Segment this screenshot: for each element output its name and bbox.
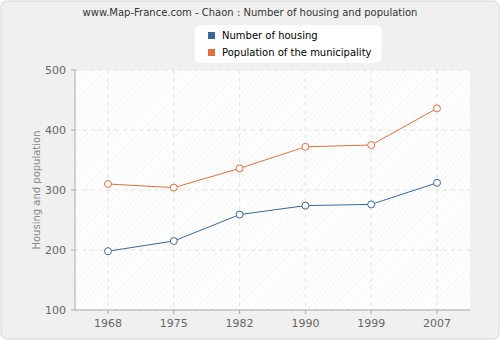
tick-label: 500 xyxy=(45,64,66,77)
legend: Number of housing Population of the munic… xyxy=(195,25,381,63)
tick-label: 1999 xyxy=(357,317,385,330)
point xyxy=(302,202,309,209)
tick-label: 100 xyxy=(45,304,66,317)
tick-mark xyxy=(305,310,306,314)
legend-swatch xyxy=(208,32,215,39)
tick-label: 2007 xyxy=(423,317,451,330)
point xyxy=(236,165,243,172)
grid-line xyxy=(75,70,470,71)
tick-mark xyxy=(71,130,75,131)
legend-swatch xyxy=(208,49,215,56)
grid-line xyxy=(75,190,470,191)
tick-mark xyxy=(71,310,75,311)
tick-mark xyxy=(71,250,75,251)
tick-mark xyxy=(71,70,75,71)
tick-mark xyxy=(108,310,109,314)
tick-label: 400 xyxy=(45,124,66,137)
title: www.Map-France.com - Chaon : Number of h… xyxy=(83,7,418,18)
tick-label: 1968 xyxy=(94,317,122,330)
tick-mark xyxy=(71,190,75,191)
tick-mark xyxy=(239,310,240,314)
point xyxy=(368,201,375,208)
tick-label: 1975 xyxy=(160,317,188,330)
legend-box xyxy=(195,25,381,63)
tick-label: 300 xyxy=(45,184,66,197)
point xyxy=(368,142,375,149)
point xyxy=(105,181,112,188)
series-group xyxy=(105,105,441,255)
legend-label: Population of the municipality xyxy=(222,47,372,58)
point xyxy=(105,248,112,255)
grid-line xyxy=(75,310,470,311)
point xyxy=(170,184,177,191)
axis-label: Housing and population xyxy=(31,130,42,249)
grid-line xyxy=(239,70,240,310)
tick-mark xyxy=(371,310,372,314)
point xyxy=(170,238,177,245)
tick-mark xyxy=(173,310,174,314)
series-line xyxy=(108,183,437,251)
grid-line xyxy=(75,250,470,251)
grid-line xyxy=(305,70,306,310)
tick-label: 200 xyxy=(45,244,66,257)
grid-line xyxy=(371,70,372,310)
series-line xyxy=(108,108,437,187)
point xyxy=(236,211,243,218)
plot-area xyxy=(75,70,470,310)
tick-mark xyxy=(437,310,438,314)
grid-line xyxy=(108,70,109,310)
tick-label: 1990 xyxy=(291,317,319,330)
point xyxy=(302,143,309,150)
background xyxy=(0,0,500,340)
x-axis xyxy=(75,310,470,311)
legend-label: Number of housing xyxy=(222,30,318,41)
tick-label: 1982 xyxy=(226,317,254,330)
chart: 100 200 300 400 500 1968 1975 1982 1990 1999 2007 w… xyxy=(0,0,500,340)
frame xyxy=(1,1,499,339)
grid-line xyxy=(75,130,470,131)
point xyxy=(434,105,441,112)
point xyxy=(434,179,441,186)
y-axis xyxy=(75,70,76,310)
